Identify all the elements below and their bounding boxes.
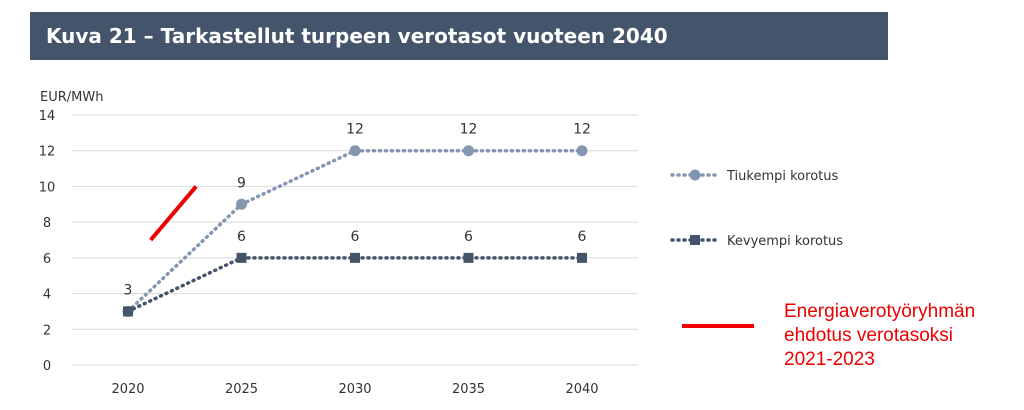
annotation-text-line: Energiaverotyöryhmän	[784, 301, 975, 322]
data-label: 9	[237, 175, 246, 191]
x-tick-label: 2035	[452, 382, 485, 397]
annotation: Energiaverotyöryhmän ehdotus verotasoksi 2…	[682, 301, 975, 370]
y-tick-label: 2	[43, 323, 51, 338]
x-tick-label: 2040	[565, 382, 598, 397]
data-label: 3	[124, 282, 133, 298]
y-tick-label: 4	[43, 288, 51, 303]
series-line	[126, 256, 584, 314]
x-tick-label: 2030	[338, 382, 371, 397]
x-tick-label: 2025	[225, 382, 258, 397]
legend: Tiukempi korotus Kevyempi korotus	[670, 169, 843, 249]
y-tick-labels: 0 2 4 6 8 10 12 14	[39, 109, 56, 374]
y-tick-label: 10	[39, 180, 56, 195]
y-tick-label: 8	[43, 216, 51, 231]
data-point	[236, 252, 247, 263]
y-tick-label: 0	[43, 359, 51, 374]
y-tick-label: 14	[39, 109, 56, 124]
legend-label: Tiukempi korotus	[726, 169, 838, 184]
annotation-segment-group	[149, 185, 198, 242]
data-point	[576, 145, 588, 157]
data-label: 12	[573, 122, 591, 138]
data-point	[350, 252, 360, 263]
legend-marker	[689, 169, 701, 181]
data-label: 6	[578, 229, 587, 245]
data-point	[236, 198, 247, 210]
annotation-text-line: ehdotus verotasoksi	[784, 325, 953, 346]
data-label: 6	[351, 229, 360, 245]
data-point	[463, 145, 474, 157]
data-point	[577, 252, 587, 263]
annotation-text-line: 2021-2023	[784, 349, 875, 370]
data-label: 6	[464, 229, 473, 245]
data-point	[463, 252, 474, 263]
data-label: 12	[460, 122, 478, 138]
legend-label: Kevyempi korotus	[727, 234, 843, 249]
data-label: 6	[237, 229, 246, 245]
x-tick-label: 2020	[111, 382, 144, 397]
y-tick-label: 12	[39, 145, 56, 160]
legend-marker	[690, 235, 700, 245]
data-point	[123, 306, 133, 317]
title-banner: Kuva 21 – Tarkastellut turpeen verotasot…	[30, 12, 888, 60]
y-axis-label: EUR/MWh	[40, 90, 103, 105]
data-labels: 9 12 12 12 3 6 6 6 6	[124, 122, 591, 299]
data-label: 12	[346, 122, 364, 138]
annotation-segment	[149, 185, 198, 242]
x-tick-labels: 2020 2025 2030 2035 2040	[111, 382, 598, 397]
data-point	[349, 145, 361, 157]
y-tick-label: 6	[43, 252, 51, 267]
chart-title: Kuva 21 – Tarkastellut turpeen verotasot…	[46, 24, 668, 48]
series-group	[122, 145, 588, 317]
